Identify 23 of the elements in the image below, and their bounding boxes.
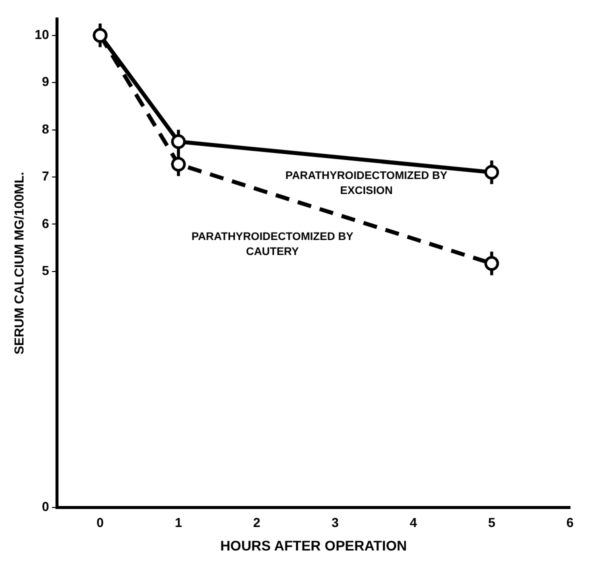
x-tick-label: 2 bbox=[253, 514, 260, 530]
x-axis-title: HOURS AFTER OPERATION bbox=[220, 537, 407, 554]
point bbox=[92, 28, 108, 43]
y-tick-label: 7 bbox=[42, 168, 50, 184]
x-tick-label: 1 bbox=[174, 514, 182, 530]
x-tick-label: 5 bbox=[488, 514, 496, 530]
x-tick-label: 0 bbox=[96, 514, 104, 530]
y-tick-label: 10 bbox=[34, 26, 50, 42]
y-tick-label: 8 bbox=[42, 121, 50, 136]
y-tick-label: 0 bbox=[42, 499, 50, 514]
y-axis-title: SERUM CALCIUM MG/100ML. bbox=[11, 172, 26, 355]
point bbox=[171, 157, 186, 172]
x-tick-label: 4 bbox=[410, 514, 418, 530]
point bbox=[171, 134, 186, 149]
series-label: PARATHYROIDECTOMIZED BY EXCISION bbox=[285, 170, 448, 198]
y-tick-label: 6 bbox=[42, 216, 50, 231]
x-tick-label: 6 bbox=[566, 514, 574, 530]
point bbox=[484, 256, 499, 271]
series-label: PARATHYROIDECTOMIZED BY CAUTERY bbox=[191, 231, 354, 258]
y-tick-label: 9 bbox=[42, 74, 50, 90]
y-tick-label: 5 bbox=[42, 263, 50, 278]
x-tick-label: 3 bbox=[331, 514, 339, 530]
point bbox=[484, 165, 499, 180]
